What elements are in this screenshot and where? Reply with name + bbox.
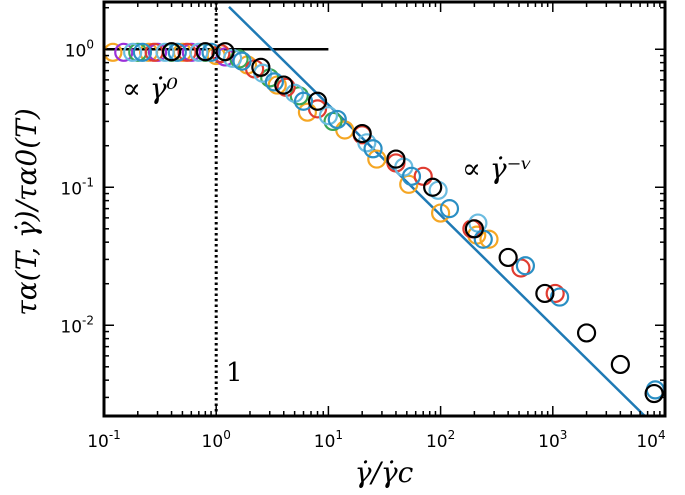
reference-lines — [104, 2, 647, 416]
data-point — [439, 199, 460, 219]
annotation-zero-slope: ∝ γ̇⁰ — [122, 72, 178, 105]
data-point — [423, 177, 443, 197]
axis-ticks — [103, 2, 666, 416]
x-axis-label: γ̇/γ̇c — [355, 456, 414, 489]
data-point — [161, 42, 182, 62]
data-point — [189, 42, 209, 62]
data-point — [274, 75, 294, 95]
data-point — [479, 229, 499, 249]
x-tick-label: 104 — [636, 428, 665, 452]
data-point — [610, 354, 630, 375]
data-point — [545, 283, 565, 304]
data-point — [401, 166, 422, 186]
data-point — [195, 42, 215, 62]
data-point — [167, 42, 187, 62]
x-tick-label: 102 — [426, 428, 455, 452]
data-point — [367, 149, 387, 169]
tick-labels: 10-1 100 101 102 103 104 100 10-1 10-2 — [60, 37, 665, 452]
data-point — [550, 287, 570, 307]
data-point — [264, 72, 284, 92]
annotation-critical-rate: 1 — [226, 358, 243, 388]
data-point — [576, 323, 597, 343]
data-point — [251, 57, 271, 77]
data-point — [498, 247, 518, 268]
data-point — [399, 174, 419, 194]
data-point — [177, 42, 197, 62]
data-point — [352, 123, 372, 144]
data-point — [307, 91, 328, 111]
data-point — [413, 166, 433, 186]
data-point — [357, 133, 377, 153]
reference-line-power-law — [228, 6, 647, 416]
data-point — [386, 149, 406, 169]
data-point — [464, 219, 484, 239]
x-tick-label: 100 — [202, 428, 231, 452]
data-point — [297, 102, 318, 122]
data-points — [104, 42, 665, 404]
data-point — [318, 106, 338, 126]
data-point — [535, 283, 555, 304]
data-point — [232, 51, 252, 71]
y-tick-label: 100 — [65, 37, 94, 61]
data-point — [363, 139, 383, 159]
annotation-power-law: ∝ γ̇⁻ᵛ — [462, 152, 532, 185]
data-point — [431, 203, 451, 223]
y-tick-label: 10-1 — [60, 175, 94, 199]
data-point — [293, 91, 314, 111]
data-point — [644, 383, 664, 404]
data-point — [155, 42, 175, 62]
y-axis-label: τα(T, γ̇)/τα0(T) — [10, 108, 43, 316]
data-point — [132, 42, 153, 62]
y-tick-label: 10-2 — [60, 313, 94, 337]
data-point — [215, 42, 235, 62]
data-point — [515, 256, 536, 276]
x-tick-label: 10-1 — [87, 428, 121, 452]
data-point — [201, 42, 221, 62]
data-point — [327, 109, 347, 130]
data-point — [123, 42, 143, 62]
data-point — [114, 42, 134, 62]
x-tick-label: 103 — [538, 428, 567, 452]
x-tick-label: 101 — [314, 428, 343, 452]
